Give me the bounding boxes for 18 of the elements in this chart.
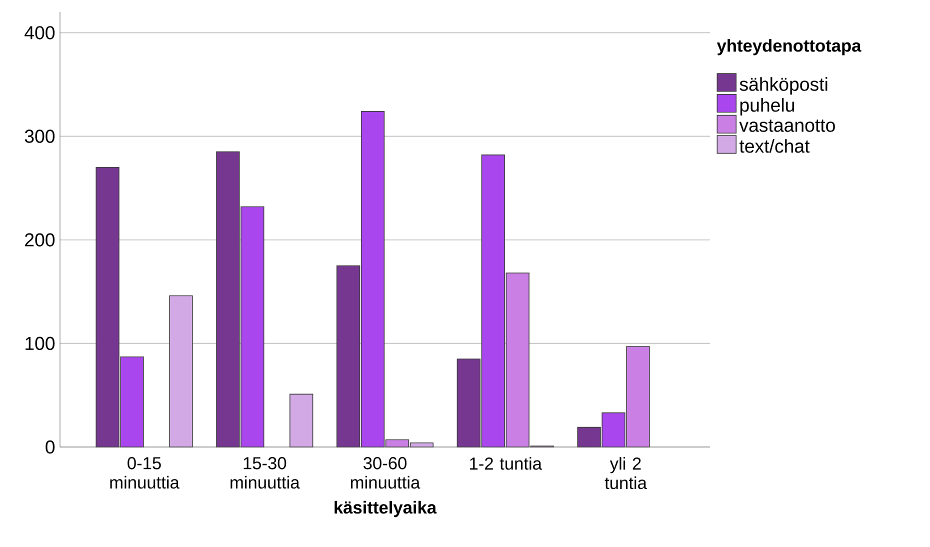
bar (169, 295, 193, 448)
legend-label: vastaanotto (739, 120, 835, 132)
y-tick-label: 100 (26, 336, 55, 350)
legend-label: sähköposti (740, 77, 828, 95)
y-tick-label: 400 (24, 26, 55, 40)
y-tick-label: 300 (24, 130, 55, 143)
legend-title: yhteydenottotapa (716, 39, 862, 56)
x-tick-label: yli 2 tuntia (604, 457, 647, 490)
legend-label: puhelu (740, 98, 794, 116)
x-tick-label: 0-15 minuuttia (110, 457, 180, 489)
x-tick-label: 30-60 minuuttia (350, 457, 420, 489)
x-axis-title: käsittelyaika (334, 500, 437, 518)
y-tick-label: 0 (46, 440, 55, 454)
x-tick-label: 15-30 minuuttia (230, 457, 300, 489)
x-tick-label: 1-2 tuntia (470, 457, 542, 470)
legend-label: text/chat (739, 139, 810, 153)
bar (290, 394, 314, 448)
y-tick-label: 200 (25, 233, 55, 246)
